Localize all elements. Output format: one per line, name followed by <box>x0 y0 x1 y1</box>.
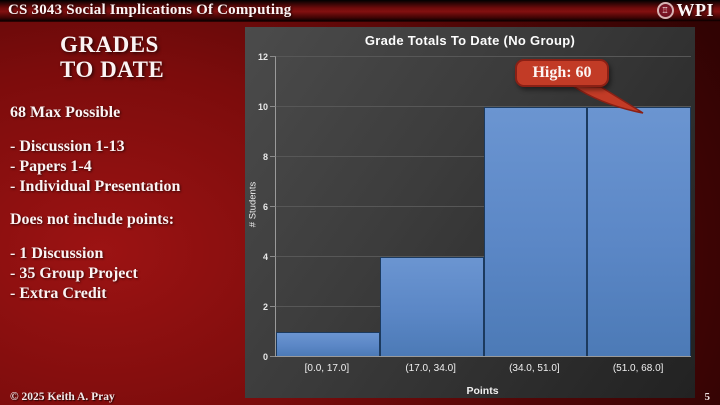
high-callout: High: 60 <box>515 59 609 87</box>
x-axis-label: Points <box>466 385 499 397</box>
y-tick-mark <box>270 206 276 207</box>
header-title: CS 3043 Social Implications Of Computing <box>8 2 292 18</box>
x-axis-ticks: [0.0, 17.0] (17.0, 34.0] (34.0, 51.0] (51.0… <box>275 363 690 377</box>
bar-3 <box>587 107 691 357</box>
wpi-logo: ♖ WPI <box>656 0 715 21</box>
y-tick-label: 12 <box>257 52 268 62</box>
list-item: - Individual Presentation <box>10 178 181 196</box>
y-tick-label: 6 <box>262 202 268 212</box>
bar-1 <box>379 257 484 357</box>
y-tick-label: 2 <box>262 302 268 312</box>
left-panel: GRADES TO DATE 68 Max Possible - Discuss… <box>10 32 240 304</box>
wpi-seal-icon: ♖ <box>656 2 674 19</box>
max-possible-text: 68 Max Possible <box>10 104 121 122</box>
included-list: - Discussion 1-13 - Papers 1-4 - Individ… <box>10 137 240 197</box>
slide-title: GRADES TO DATE <box>60 32 165 83</box>
x-tick-label: (34.0, 51.0] <box>509 363 560 374</box>
x-axis-line <box>275 356 691 357</box>
y-tick-mark <box>270 106 276 107</box>
x-tick-label: (17.0, 34.0] <box>405 363 456 374</box>
y-tick-mark <box>270 356 276 357</box>
page-number: 5 <box>704 391 711 403</box>
wpi-logo-text: WPI <box>676 0 714 20</box>
gridline <box>276 56 691 57</box>
header-bar: CS 3043 Social Implications Of Computing… <box>0 0 720 22</box>
plot-area <box>270 56 691 357</box>
callout-tail-icon <box>571 85 644 114</box>
footer-copyright: © 2025 Keith A. Pray <box>10 391 115 403</box>
y-tick-mark <box>270 306 276 307</box>
bar-2 <box>483 107 588 357</box>
chart-panel: Grade Totals To Date (No Group) # Studen… <box>245 27 695 398</box>
excluded-intro-text: Does not include points: <box>10 211 175 229</box>
list-item: - Discussion 1-13 <box>10 138 125 156</box>
y-tick-mark <box>270 256 276 257</box>
chart-title: Grade Totals To Date (No Group) <box>364 33 576 48</box>
y-tick-label: 4 <box>262 252 268 262</box>
list-item: - Papers 1-4 <box>10 158 92 176</box>
y-tick-mark <box>270 156 276 157</box>
x-tick-label: [0.0, 17.0] <box>304 363 350 374</box>
list-item: - Extra Credit <box>10 285 107 303</box>
high-callout-text: High: 60 <box>532 64 592 81</box>
x-tick-label: (51.0, 68.0] <box>612 363 664 374</box>
y-tick-label: 0 <box>262 352 268 362</box>
bar-0 <box>276 332 380 357</box>
excluded-list: - 1 Discussion - 35 Group Project - Extr… <box>10 244 240 304</box>
y-axis-ticks: 0 2 4 6 8 10 12 <box>245 52 271 362</box>
y-tick-label: 10 <box>257 102 268 112</box>
list-item: - 35 Group Project <box>10 265 138 283</box>
y-tick-mark <box>270 56 276 57</box>
list-item: - 1 Discussion <box>10 245 104 263</box>
y-tick-label: 8 <box>262 152 268 162</box>
gridline <box>276 106 691 107</box>
